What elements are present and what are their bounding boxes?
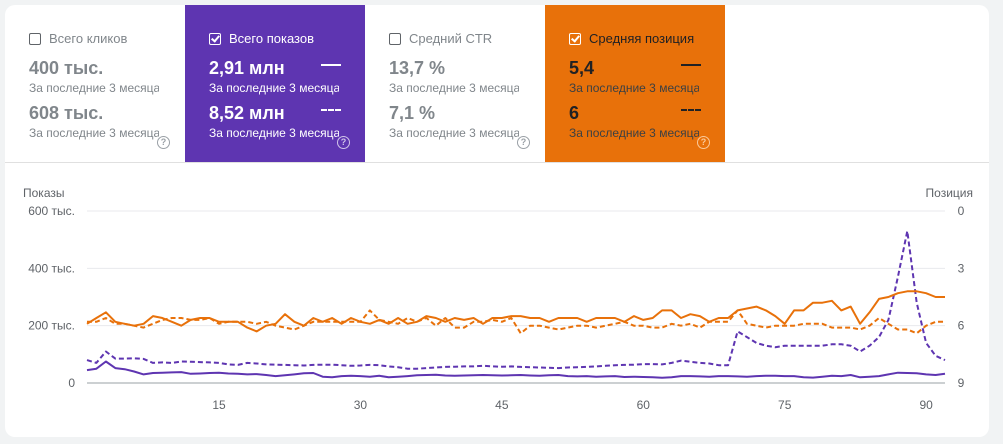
metric-value-current: 5,4 xyxy=(569,58,595,78)
y-tick-left: 400 тыс. xyxy=(28,261,75,275)
metric-value-current: 400 тыс. xyxy=(29,58,104,78)
x-tick: 90 xyxy=(919,398,933,412)
help-icon[interactable]: ? xyxy=(337,136,350,149)
metric-value-previous: 608 тыс. xyxy=(29,103,104,123)
y-tick-right: 3 xyxy=(958,261,965,275)
y-axis-label-left: Показы xyxy=(23,186,64,200)
metric-period: За последние 3 месяца xyxy=(569,126,699,140)
x-tick: 45 xyxy=(495,398,509,412)
help-icon[interactable]: ? xyxy=(157,136,170,149)
series-line-impressions-previous xyxy=(86,230,946,370)
y-tick-left: 600 тыс. xyxy=(28,204,75,218)
metric-period: За последние 3 месяца xyxy=(389,81,519,95)
performance-chart: 0 0 200 тыс. 3 400 тыс. 6 600 тыс. 9 Показы Позиц… xyxy=(23,186,973,412)
checkbox-clicks[interactable] xyxy=(29,32,41,45)
metric-value-previous: 7,1 % xyxy=(389,103,436,123)
x-tick: 30 xyxy=(354,398,368,412)
metric-value-previous: 6 xyxy=(569,103,580,123)
legend-solid-line-icon xyxy=(321,64,341,66)
metric-period: За последние 3 месяца xyxy=(389,126,519,140)
x-tick: 75 xyxy=(778,398,792,412)
y-tick-left: 200 тыс. xyxy=(28,319,75,333)
metric-label: Всего показов xyxy=(229,31,314,46)
metric-label: Средняя позиция xyxy=(589,31,695,46)
metric-clicks[interactable]: Всего кликов 400 тыс. За последние 3 мес… xyxy=(5,5,185,162)
metric-period: За последние 3 месяца xyxy=(209,126,339,140)
series-line-impressions-current xyxy=(86,360,946,379)
checkbox-impressions[interactable] xyxy=(209,32,221,45)
metric-value-current: 2,91 млн xyxy=(209,58,285,78)
y-tick-right: 0 xyxy=(958,204,965,218)
y-axis-label-right: Позиция xyxy=(926,186,973,200)
metric-period: За последние 3 месяца xyxy=(209,81,339,95)
performance-card: Всего кликов 400 тыс. За последние 3 мес… xyxy=(5,5,989,437)
metric-value-current: 13,7 % xyxy=(389,58,446,78)
legend-solid-line-icon xyxy=(681,64,701,66)
checkbox-position[interactable] xyxy=(569,32,581,45)
metric-period: За последние 3 месяца xyxy=(29,81,159,95)
help-icon[interactable]: ? xyxy=(697,136,710,149)
x-tick: 15 xyxy=(212,398,226,412)
y-tick-left: 0 xyxy=(68,376,75,390)
y-tick-right: 6 xyxy=(958,319,965,333)
legend-dashed-line-icon xyxy=(681,109,701,111)
series-line-position-current xyxy=(86,290,945,333)
metric-label: Средний CTR xyxy=(409,31,493,46)
metric-impressions[interactable]: Всего показов 2,91 млн За последние 3 ме… xyxy=(185,5,365,162)
metric-period: За последние 3 месяца xyxy=(569,81,699,95)
checkbox-ctr[interactable] xyxy=(389,32,401,45)
metric-label: Всего кликов xyxy=(49,31,128,46)
series-line-position-previous xyxy=(87,309,945,335)
metric-period: За последние 3 месяца xyxy=(29,126,159,140)
metric-tiles: Всего кликов 400 тыс. За последние 3 мес… xyxy=(5,5,989,162)
divider xyxy=(5,162,989,163)
x-tick: 60 xyxy=(637,398,651,412)
metric-position[interactable]: Средняя позиция 5,4 За последние 3 месяц… xyxy=(545,5,725,162)
metric-ctr[interactable]: Средний CTR 13,7 % За последние 3 месяца… xyxy=(365,5,545,162)
y-tick-right: 9 xyxy=(958,376,965,390)
legend-dashed-line-icon xyxy=(321,109,341,111)
metric-value-previous: 8,52 млн xyxy=(209,103,285,123)
help-icon[interactable]: ? xyxy=(517,136,530,149)
